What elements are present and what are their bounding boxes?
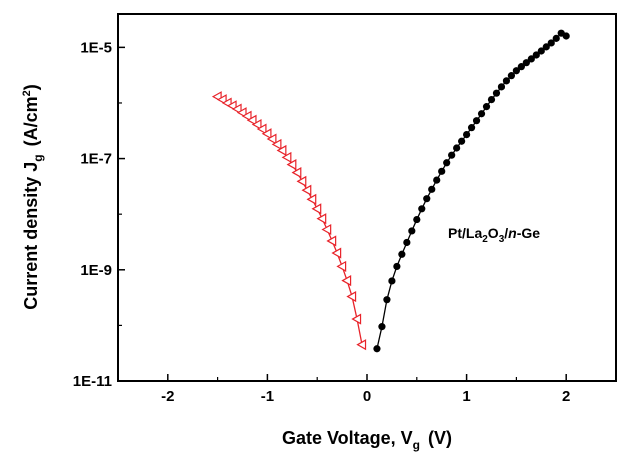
data-point — [276, 144, 287, 156]
data-point — [321, 223, 332, 236]
x-axis-title: Gate Voltage, Vg (V) — [282, 428, 452, 452]
x-tick-label: 0 — [363, 388, 371, 405]
x-tick-label: 1 — [462, 388, 470, 405]
x-tick-label: -1 — [261, 388, 274, 405]
data-point — [256, 123, 267, 135]
data-point — [487, 95, 496, 104]
series-line — [376, 32, 567, 349]
data-point — [467, 124, 476, 132]
data-point — [296, 175, 307, 187]
data-point — [428, 185, 436, 193]
data-point — [517, 63, 525, 71]
data-point — [458, 137, 466, 145]
y-axis-title-sub: g — [31, 154, 45, 161]
data-point — [547, 39, 555, 47]
data-point — [512, 67, 521, 75]
annotation-sub1: 2 — [482, 234, 488, 245]
data-point — [522, 59, 530, 67]
data-point — [271, 138, 282, 150]
data-point — [497, 83, 506, 91]
data-point — [331, 247, 342, 259]
y-axis-title-unit-pre: (A/cm — [21, 96, 41, 146]
data-point — [492, 89, 501, 97]
series-forward-bias — [373, 29, 570, 353]
y-axis-ticks: 1E-11 1E-9 1E-7 1E-5 — [73, 39, 125, 390]
series-reverse-bias — [211, 91, 367, 351]
data-point — [383, 296, 391, 304]
data-point — [443, 159, 451, 167]
data-point — [351, 313, 362, 325]
y-axis-title-main: Current density J — [21, 162, 41, 310]
x-axis-title-sub: g — [413, 438, 420, 452]
data-point — [532, 51, 540, 59]
data-point — [502, 77, 511, 85]
data-point — [286, 159, 297, 171]
x-axis-title-main: Gate Voltage, V — [282, 428, 413, 448]
data-point — [316, 213, 327, 225]
series-line — [217, 96, 363, 345]
annotation-pre: Pt/La — [448, 225, 482, 241]
data-point — [448, 151, 456, 159]
data-point — [326, 235, 337, 247]
annotation-post: -Ge — [517, 225, 541, 241]
data-point — [373, 345, 381, 353]
annotation-slash: / — [504, 225, 508, 241]
y-axis-title-unit-sup: 2 — [21, 90, 33, 96]
data-point — [438, 167, 446, 175]
data-point — [507, 72, 516, 80]
data-point — [408, 227, 416, 235]
data-point — [241, 110, 252, 122]
x-tick-label: -2 — [161, 388, 174, 405]
data-point — [281, 151, 292, 163]
data-point — [453, 144, 461, 152]
data-point — [398, 250, 406, 258]
data-point — [562, 32, 570, 40]
data-point — [472, 117, 481, 125]
data-point — [418, 205, 426, 213]
data-point — [301, 184, 312, 196]
y-axis-title: Current density Jg (A/cm2) — [21, 84, 45, 310]
data-point — [393, 262, 401, 271]
data-point — [231, 103, 242, 115]
y-tick-label: 1E-11 — [73, 373, 112, 390]
data-point — [341, 275, 352, 287]
data-point — [537, 47, 545, 55]
data-point — [542, 43, 550, 51]
data-point — [527, 55, 535, 63]
x-axis-title-unit: (V) — [428, 428, 452, 448]
annotation-mid: O — [488, 225, 499, 241]
data-point — [388, 277, 396, 285]
data-point — [413, 215, 421, 224]
annotation-sample: Pt/La2O3/n-Ge — [448, 225, 540, 245]
data-point — [311, 203, 322, 215]
data-point — [552, 34, 560, 42]
data-point — [463, 130, 471, 139]
data-point — [356, 339, 367, 351]
x-tick-label: 2 — [562, 388, 570, 405]
annotation-italic: n — [508, 225, 517, 241]
data-point — [261, 128, 272, 140]
plot-frame — [117, 13, 617, 382]
data-point — [482, 103, 491, 111]
data-point — [266, 133, 277, 145]
data-point — [291, 167, 302, 179]
y-tick-label: 1E-5 — [80, 39, 112, 56]
y-tick-label: 1E-9 — [80, 262, 112, 279]
data-point — [403, 238, 411, 247]
y-axis-title-unit-post: ) — [21, 84, 41, 90]
data-point — [346, 291, 357, 303]
data-point — [378, 323, 386, 331]
y-tick-label: 1E-7 — [80, 151, 112, 168]
data-point — [477, 110, 486, 118]
data-point — [306, 193, 317, 205]
data-point — [251, 118, 262, 131]
data-point — [246, 114, 257, 126]
data-point — [336, 260, 347, 272]
x-axis-ticks: -2 -1 0 1 2 — [117, 374, 617, 405]
data-point — [423, 195, 431, 203]
annotation-sub2: 3 — [499, 234, 505, 245]
data-point — [433, 176, 441, 184]
